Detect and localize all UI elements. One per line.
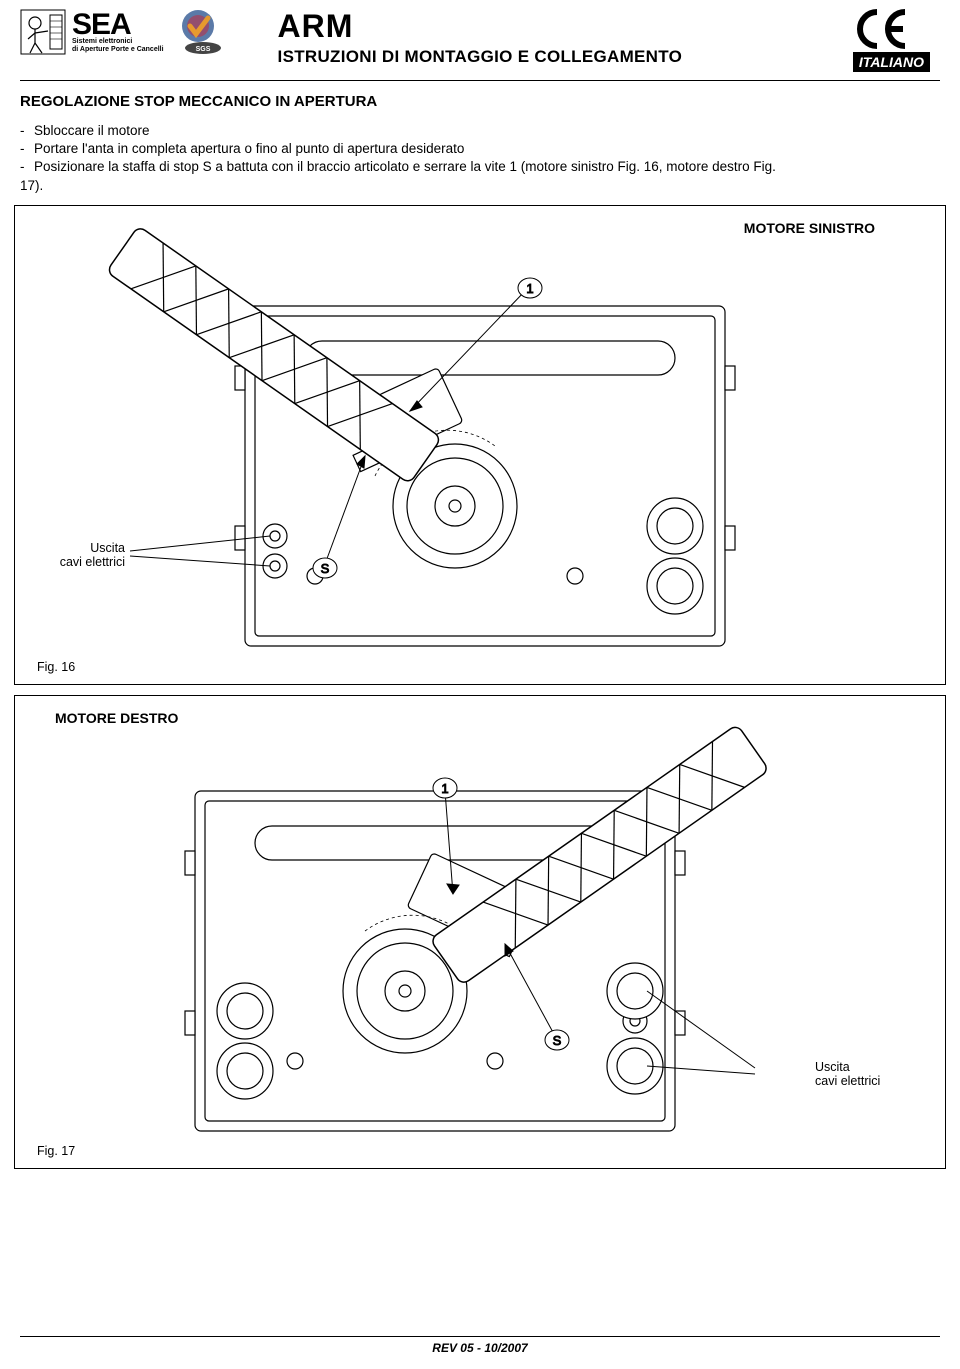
fig16-caption: Fig. 16 bbox=[37, 660, 75, 674]
callout-1: 1 bbox=[526, 281, 533, 296]
footer-rule bbox=[20, 1336, 940, 1337]
ce-block: ITALIANO bbox=[853, 8, 930, 72]
sea-sub2: di Aperture Porte e Cancelli bbox=[72, 46, 164, 54]
fig17-uscita-label: Uscita cavi elettrici bbox=[815, 1060, 915, 1088]
fig16-uscita-label: Uscita cavi elettrici bbox=[25, 541, 125, 569]
svg-text:SGS: SGS bbox=[195, 46, 210, 53]
figure-16: MOTORE SINISTRO bbox=[14, 205, 946, 685]
language-badge: ITALIANO bbox=[853, 52, 930, 72]
bullet-3: -Posizionare la staffa di stop S a battu… bbox=[20, 158, 940, 176]
title-block: ARM ISTRUZIONI DI MONTAGGIO E COLLEGAMEN… bbox=[238, 8, 845, 67]
doc-title: ARM bbox=[278, 8, 845, 45]
sea-sub1: Sistemi elettronici bbox=[72, 38, 164, 46]
doc-subtitle: ISTRUZIONI DI MONTAGGIO E COLLEGAMENTO bbox=[278, 47, 845, 67]
body-text: -Sbloccare il motore -Portare l'anta in … bbox=[20, 122, 940, 195]
section-title: REGOLAZIONE STOP MECCANICO IN APERTURA bbox=[20, 93, 940, 110]
fig17-caption: Fig. 17 bbox=[37, 1144, 75, 1158]
fig16-diagram: 1 S bbox=[15, 206, 903, 685]
sea-logo-block: SEA Sistemi elettronici di Aperture Port… bbox=[20, 8, 230, 56]
sea-text-block: SEA Sistemi elettronici di Aperture Port… bbox=[72, 11, 164, 53]
sea-logo-text: SEA bbox=[72, 11, 164, 38]
sea-symbol-icon bbox=[20, 9, 66, 55]
bullet-1: -Sbloccare il motore bbox=[20, 122, 940, 140]
ce-mark-icon bbox=[853, 8, 913, 50]
page-header: SEA Sistemi elettronici di Aperture Port… bbox=[0, 0, 960, 76]
fig17-diagram: 1 S bbox=[15, 696, 903, 1169]
footer-text: REV 05 - 10/2007 bbox=[0, 1341, 960, 1355]
figure-17: MOTORE DESTRO bbox=[14, 695, 946, 1169]
bullet-3-cont: 17). bbox=[20, 177, 940, 195]
content-area: REGOLAZIONE STOP MECCANICO IN APERTURA -… bbox=[0, 81, 960, 195]
sgs-badge-icon: SGS bbox=[176, 8, 230, 56]
bullet-2: -Portare l'anta in completa apertura o f… bbox=[20, 140, 940, 158]
callout-s: S bbox=[553, 1033, 562, 1048]
callout-1: 1 bbox=[441, 781, 448, 796]
callout-s: S bbox=[321, 561, 330, 576]
